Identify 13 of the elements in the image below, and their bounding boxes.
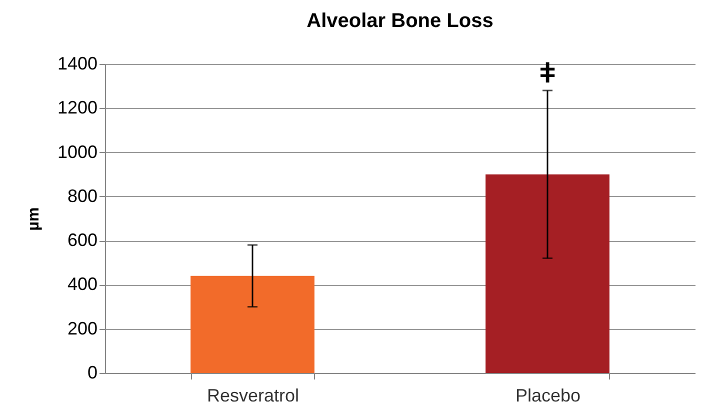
y-tick-label: 1000 bbox=[57, 142, 98, 162]
chart-title: Alveolar Bone Loss bbox=[306, 10, 494, 32]
x-tick-label: Resveratrol bbox=[206, 386, 300, 406]
y-tick-label: 200 bbox=[67, 318, 98, 338]
y-tick-label: 1200 bbox=[57, 98, 98, 118]
x-tick-label: Placebo bbox=[515, 386, 581, 406]
y-axis-title: µm bbox=[25, 207, 42, 231]
annotation: ǂ bbox=[539, 57, 556, 88]
y-tick-label: 400 bbox=[67, 274, 98, 294]
y-tick-label: 600 bbox=[67, 230, 98, 250]
y-tick-label: 800 bbox=[67, 186, 98, 206]
y-tick-label: 0 bbox=[87, 362, 98, 382]
y-tick-label: 1400 bbox=[57, 54, 98, 74]
